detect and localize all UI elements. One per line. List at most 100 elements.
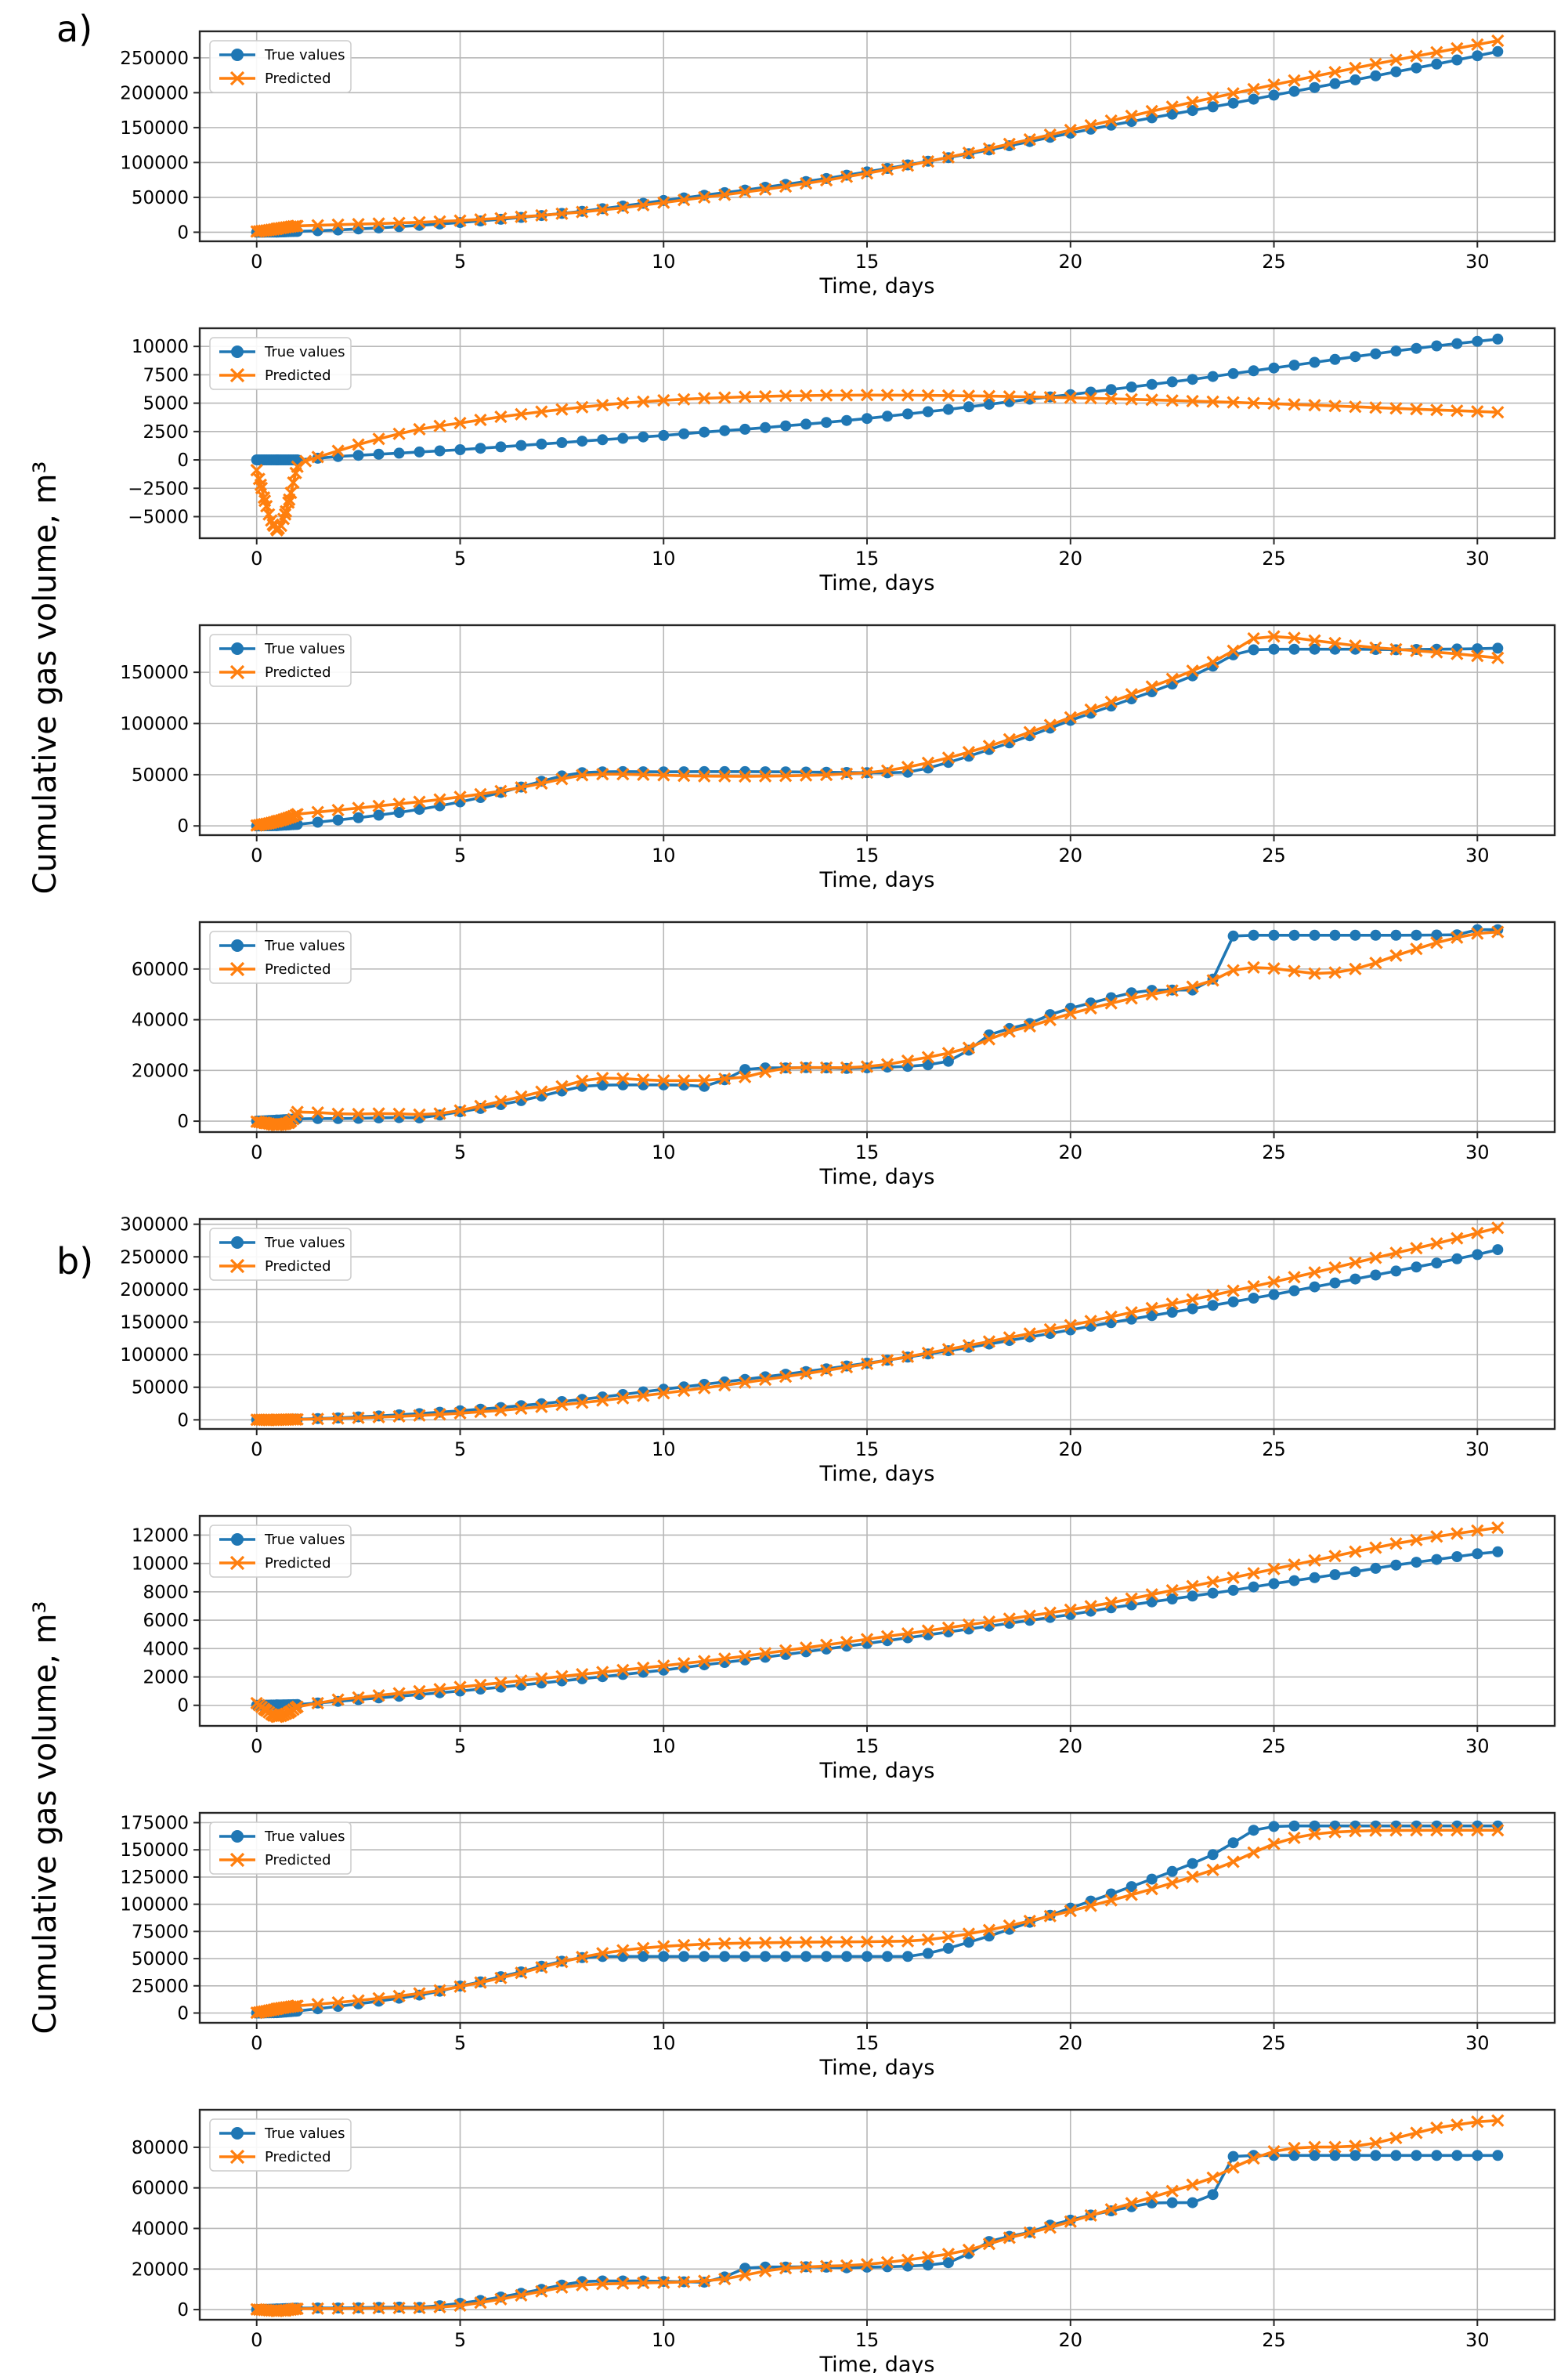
marker-x <box>718 1072 732 1086</box>
marker-x <box>799 1641 813 1655</box>
legend: True values Predicted <box>209 40 352 93</box>
marker-circle <box>1329 78 1341 89</box>
x-tick-label: 15 <box>855 1141 880 1163</box>
marker-circle <box>312 816 323 828</box>
marker-x <box>555 1398 569 1412</box>
legend: True values Predicted <box>209 634 352 687</box>
marker-x <box>474 413 487 427</box>
marker-x <box>1084 1600 1097 1613</box>
marker-x <box>1104 1596 1118 1609</box>
marker-x <box>1084 2208 1097 2223</box>
marker-circle <box>1248 644 1259 656</box>
marker-x <box>1451 2118 1464 2132</box>
marker-x <box>677 1938 691 1952</box>
marker-circle <box>1411 1557 1422 1568</box>
marker-x <box>758 1647 772 1660</box>
marker-circle <box>1187 2197 1198 2208</box>
legend-marker-circle <box>231 49 244 61</box>
marker-circle <box>454 217 466 229</box>
marker-x <box>494 1971 508 1984</box>
marker-x <box>819 1364 833 1377</box>
marker-x <box>941 2247 956 2261</box>
marker-x <box>1145 1588 1158 1601</box>
marker-x <box>596 1071 609 1085</box>
y-tick-label: 60000 <box>132 960 189 980</box>
axes-spine <box>198 327 1556 540</box>
legend-label-true: True values <box>264 1532 345 1548</box>
marker-x <box>1104 114 1118 128</box>
marker-circle <box>800 1951 812 1962</box>
marker-circle <box>1329 1277 1341 1289</box>
marker-x <box>284 486 298 500</box>
marker-circle <box>1472 1548 1483 1560</box>
x-tick-label: 15 <box>855 251 880 273</box>
x-axis-label: Time, days <box>819 2353 935 2373</box>
marker-x <box>352 2302 365 2315</box>
marker-x <box>1451 1824 1464 1837</box>
marker-x <box>433 2300 446 2314</box>
marker-x <box>1003 1919 1016 1933</box>
y-tick-label: 6000 <box>143 1611 189 1631</box>
marker-x <box>515 1090 528 1103</box>
marker-circle <box>1329 929 1341 941</box>
marker-x <box>1410 1824 1423 1837</box>
marker-x <box>962 1041 976 1054</box>
y-tick-label: 8000 <box>143 1583 189 1603</box>
marker-circle <box>821 417 833 429</box>
marker-x <box>1369 641 1382 654</box>
marker-circle <box>1105 384 1117 396</box>
marker-x <box>739 1649 752 1663</box>
marker-x <box>1003 733 1016 746</box>
x-tick-label: 25 <box>1262 1438 1286 1460</box>
marker-x <box>657 1074 670 1087</box>
marker-x <box>1389 1824 1403 1837</box>
marker-x <box>616 1944 630 1957</box>
marker-x <box>392 1107 406 1120</box>
marker-x <box>1328 1550 1342 1563</box>
series-predicted <box>250 2114 1505 2317</box>
marker-circle <box>1187 105 1198 117</box>
marker-x <box>555 772 569 786</box>
marker-x <box>1410 942 1423 956</box>
marker-x <box>298 454 313 468</box>
marker-circle <box>475 443 486 454</box>
marker-circle <box>1207 371 1219 382</box>
marker-circle <box>1248 93 1259 105</box>
marker-x <box>616 768 630 781</box>
marker-circle <box>1472 1249 1483 1261</box>
legend-label-predicted: Predicted <box>265 961 331 978</box>
marker-x <box>1288 1558 1301 1572</box>
series-group <box>250 333 1505 537</box>
marker-x <box>1369 57 1382 71</box>
marker-x <box>1430 936 1443 950</box>
x-tick-label: 5 <box>454 2329 466 2351</box>
marker-x <box>1104 2202 1118 2216</box>
x-tick-label: 25 <box>1262 251 1286 273</box>
y-tick-label: 5000 <box>143 394 189 414</box>
x-tick-label: 5 <box>454 251 466 273</box>
marker-circle <box>1329 1569 1341 1580</box>
marker-circle <box>1349 351 1361 363</box>
marker-x <box>819 389 833 402</box>
chart-b3: 0 25000 50000 75000 100000 125000 150000 175000… <box>120 1811 1556 2080</box>
marker-circle <box>699 426 710 438</box>
marker-x <box>1186 1579 1199 1593</box>
marker-x <box>1023 725 1036 739</box>
marker-x <box>291 1413 304 1426</box>
marker-x <box>1145 1301 1158 1315</box>
marker-x <box>718 2272 732 2286</box>
marker-circle <box>1207 1849 1219 1861</box>
marker-x <box>819 173 833 187</box>
y-tick-label: 200000 <box>120 1280 189 1300</box>
marker-x <box>637 198 650 212</box>
marker-x <box>555 403 569 416</box>
y-tick-label: 40000 <box>132 2219 189 2239</box>
marker-circle <box>515 440 527 451</box>
marker-x <box>1084 703 1097 717</box>
x-tick-label: 30 <box>1465 1735 1490 1757</box>
chart-row-b1: 0 50000 100000 150000 200000 250000 300000 0 5 10… <box>0 1188 1568 1486</box>
marker-x <box>779 1370 793 1384</box>
x-tick-label: 0 <box>251 2329 262 2351</box>
marker-x <box>819 2259 833 2273</box>
x-tick-label: 5 <box>454 1735 466 1757</box>
